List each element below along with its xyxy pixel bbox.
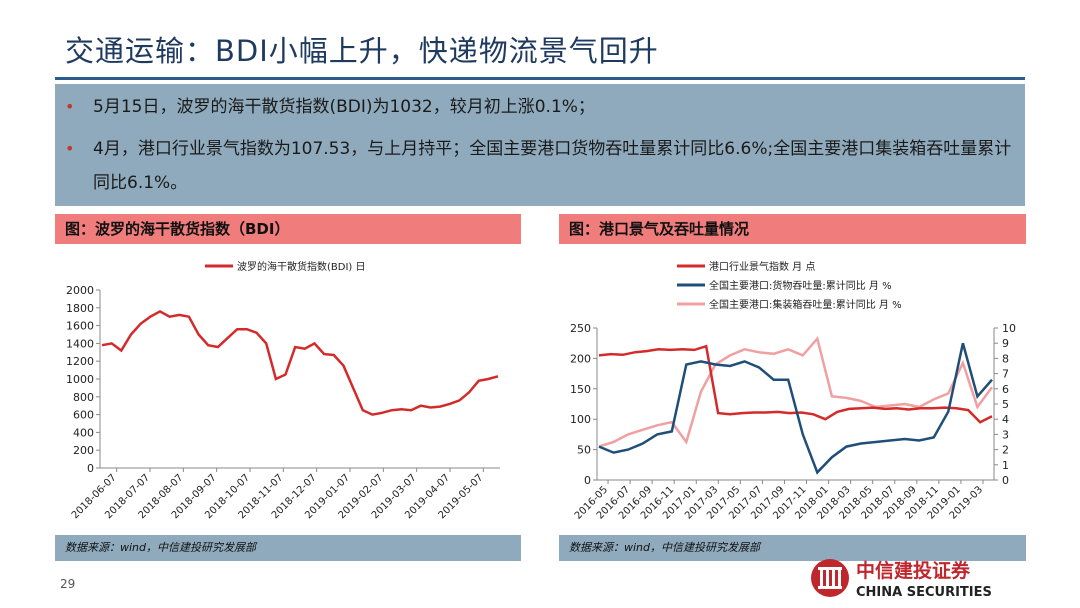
y-tick-label: 0 xyxy=(584,474,591,487)
right-chart-header: 图：港口景气及吞吐量情况 xyxy=(559,214,1026,244)
bullet-text: 4月，港口行业景气指数为107.53，与上月持平；全国主要港口货物吞吐量累计同比… xyxy=(93,139,1012,193)
left-chart-source: 数据来源：wind，中信建投研究发展部 xyxy=(55,535,521,561)
title-divider xyxy=(55,77,1025,80)
right-chart-source: 数据来源：wind，中信建投研究发展部 xyxy=(559,535,1026,561)
bullet-dot-icon: • xyxy=(65,97,75,116)
y-tick-label: 2000 xyxy=(66,284,94,297)
summary-box: • 5月15日，波罗的海干散货指数(BDI)为1032，较月初上涨0.1%； •… xyxy=(55,84,1025,206)
y-tick-label: 200 xyxy=(570,352,591,365)
y-tick-label: 1600 xyxy=(66,320,94,333)
legend-label: 全国主要港口:集装箱吞吐量:累计同比 月 % xyxy=(709,298,902,311)
logo-cn-text: 中信建投证券 xyxy=(856,559,971,582)
y-tick-label: 200 xyxy=(73,444,94,457)
bullet-dot-icon: • xyxy=(65,139,75,158)
legend-label: 波罗的海干散货指数(BDI) 日 xyxy=(237,260,366,273)
left-chart-header: 图：波罗的海干散货指数（BDI） xyxy=(55,214,521,244)
y-tick-label: 1000 xyxy=(66,373,94,386)
port-prosperity-line xyxy=(598,344,993,424)
y-tick-label: 1800 xyxy=(66,302,94,315)
y-tick-label: 0 xyxy=(87,462,94,475)
y-tick-label: 600 xyxy=(73,409,94,422)
y2-tick-label: 1 xyxy=(1002,459,1009,472)
y-tick-label: 1400 xyxy=(66,337,94,350)
y2-tick-label: 2 xyxy=(1002,444,1009,457)
legend-label: 港口行业景气指数 月 点 xyxy=(709,260,815,273)
y-tick-label: 50 xyxy=(577,444,591,457)
y2-tick-label: 5 xyxy=(1002,398,1009,411)
page-number: 29 xyxy=(60,577,76,591)
logo-en-text: CHINA SECURITIES xyxy=(856,585,992,600)
china-securities-logo: 中信建投证券 CHINA SECURITIES xyxy=(811,559,992,600)
container-throughput-line xyxy=(598,335,994,448)
y-tick-label: 800 xyxy=(73,391,94,404)
logo-emblem-icon xyxy=(811,559,849,597)
y2-tick-label: 9 xyxy=(1002,337,1009,350)
y-tick-label: 150 xyxy=(570,383,591,396)
y-tick-label: 1200 xyxy=(66,355,94,368)
y2-tick-label: 4 xyxy=(1002,413,1009,426)
bdi-series-line xyxy=(101,309,499,416)
legend-label: 全国主要港口:货物吞吐量:累计同比 月 % xyxy=(709,279,892,292)
y2-tick-label: 6 xyxy=(1002,383,1009,396)
port-chart: 0501001502002500123456789102016-052016-0… xyxy=(570,260,1016,522)
y2-tick-label: 3 xyxy=(1002,428,1009,441)
cargo-throughput-line xyxy=(598,342,993,475)
bullet-text: 5月15日，波罗的海干散货指数(BDI)为1032，较月初上涨0.1%； xyxy=(93,97,595,117)
y2-tick-label: 10 xyxy=(1002,322,1016,335)
y2-tick-label: 8 xyxy=(1002,352,1009,365)
page-title: 交通运输：BDI小幅上升，快递物流景气回升 xyxy=(65,34,659,68)
y-tick-label: 400 xyxy=(73,426,94,439)
y2-tick-label: 7 xyxy=(1002,368,1009,381)
y-tick-label: 100 xyxy=(570,413,591,426)
y-tick-label: 250 xyxy=(570,322,591,335)
bdi-chart: 0200400600800100012001400160018002000201… xyxy=(66,260,500,521)
y2-tick-label: 0 xyxy=(1002,474,1009,487)
